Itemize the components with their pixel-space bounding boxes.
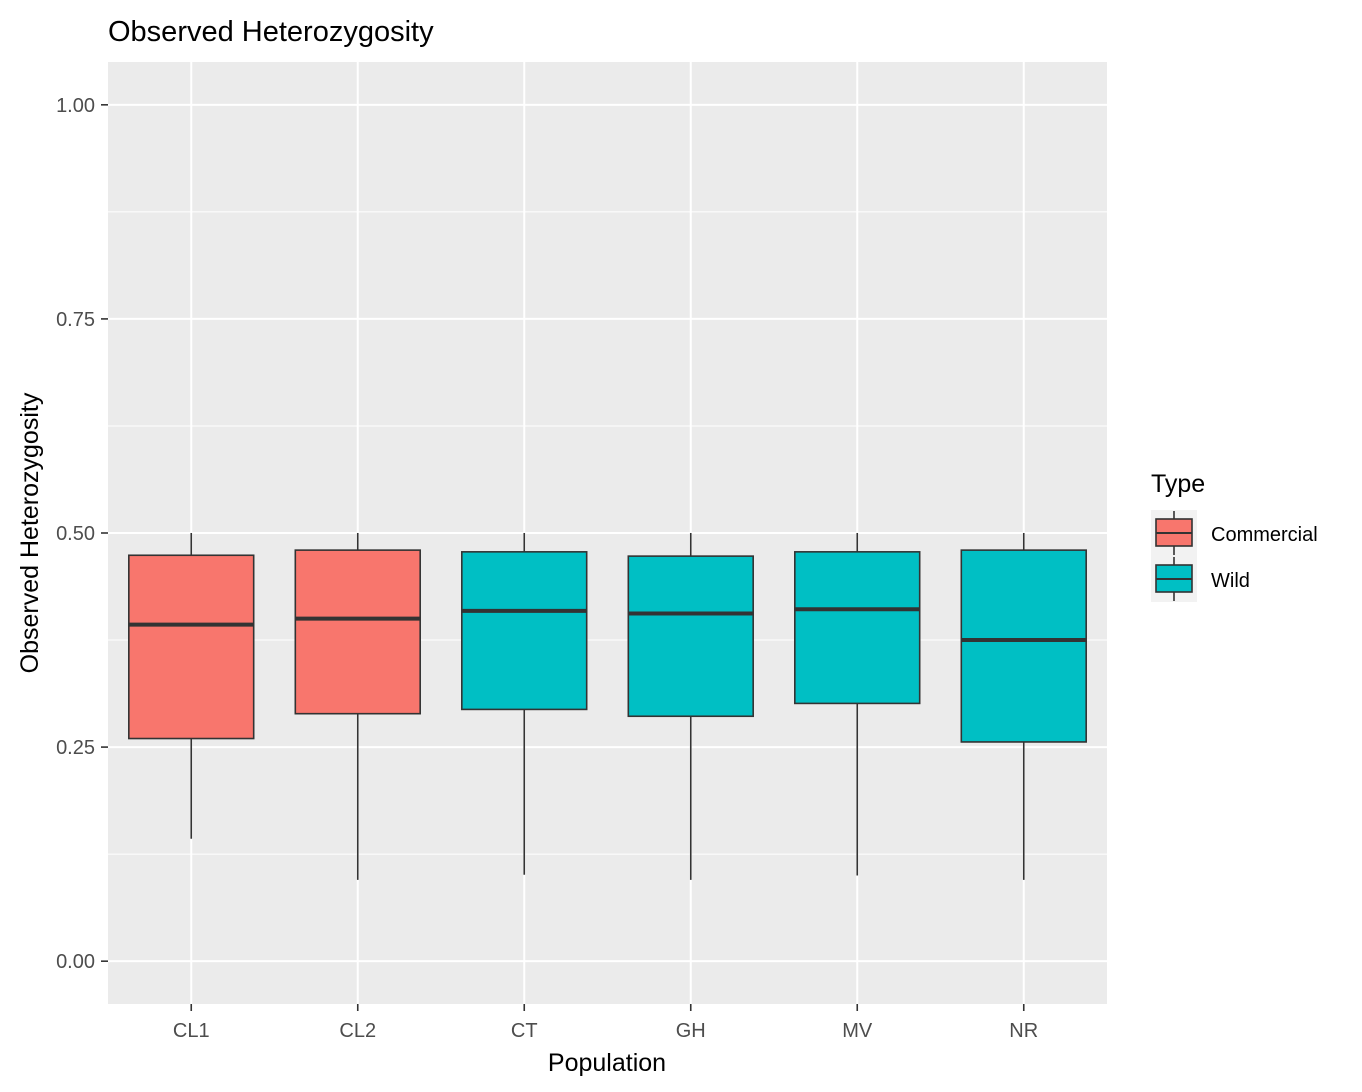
boxplot-cl1 [128, 533, 255, 839]
y-tick-label: 0.25 [56, 737, 95, 759]
legend-title: Type [1151, 470, 1205, 498]
y-tick-label: 0.00 [56, 951, 95, 973]
x-axis: CL1 CL2 CT GH MV NR [173, 1004, 1038, 1042]
y-tick-label: 0.50 [56, 523, 95, 545]
y-tick-label: 0.75 [56, 309, 95, 331]
box [960, 549, 1087, 743]
y-tick-label: 1.00 [56, 95, 95, 117]
x-axis-title: Population [548, 1049, 666, 1077]
box-layer [128, 533, 1087, 880]
boxplot-nr [960, 533, 1087, 880]
y-axis: 0.00 0.25 0.50 0.75 1.00 [56, 95, 108, 973]
x-tick-label: CL2 [339, 1020, 376, 1042]
x-tick-label: NR [1009, 1020, 1038, 1042]
box [794, 551, 921, 705]
legend-label: Wild [1211, 570, 1250, 592]
chart-title: Observed Heterozygosity [108, 16, 434, 48]
legend: Type Commercial Wild [1151, 470, 1318, 602]
boxplot-cl2 [294, 533, 421, 880]
box [461, 551, 588, 711]
legend-label: Commercial [1211, 524, 1318, 546]
x-tick-label: CT [511, 1020, 538, 1042]
boxplot-ct [461, 533, 588, 875]
boxplot-gh [627, 533, 754, 880]
box [128, 554, 255, 740]
legend-entry-commercial: Commercial [1151, 510, 1318, 556]
legend-entry-wild: Wild [1151, 556, 1250, 602]
y-axis-title: Observed Heterozygosity [16, 392, 44, 673]
x-tick-label: GH [676, 1020, 706, 1042]
boxplot-mv [794, 533, 921, 876]
grid-minor [108, 211, 1107, 855]
box [627, 555, 754, 718]
x-tick-label: CL1 [173, 1020, 210, 1042]
box [294, 549, 421, 715]
x-tick-label: MV [842, 1020, 873, 1042]
